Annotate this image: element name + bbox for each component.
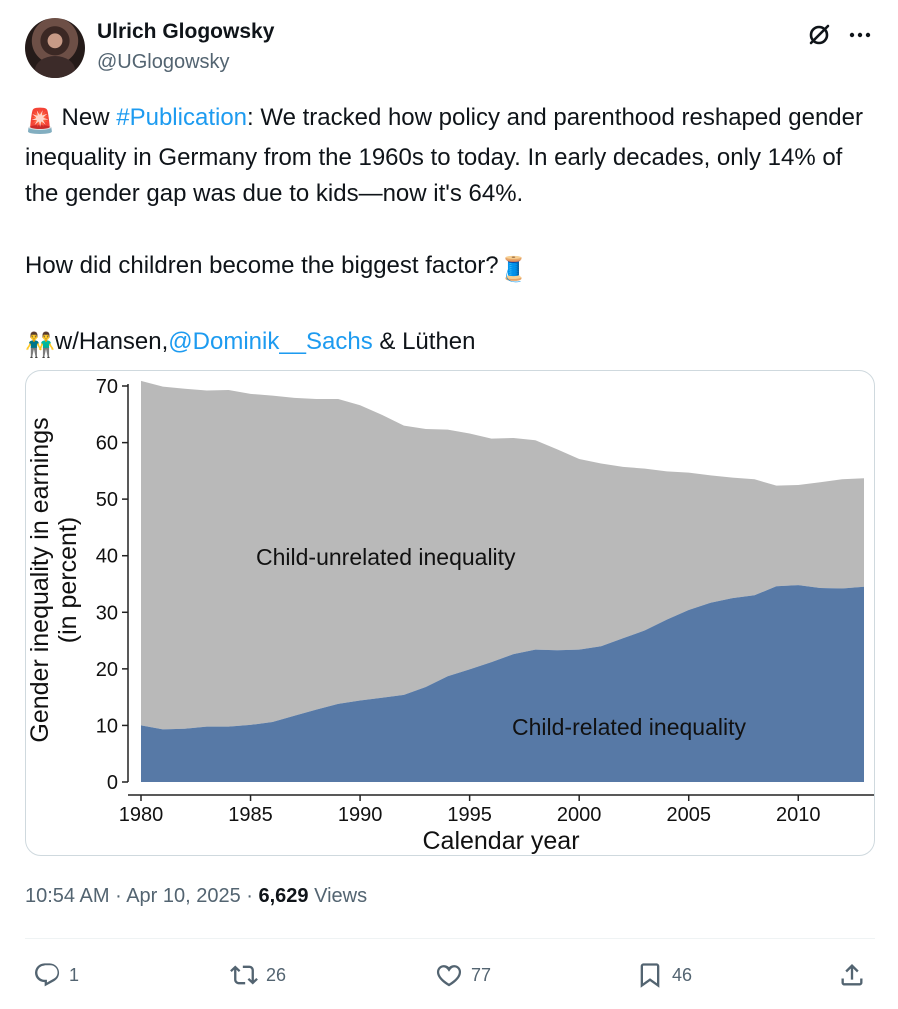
text-segment: : We tracked how policy and parenthood r… [25,104,863,207]
thread-emoji: 🧵 [498,256,529,283]
tweet-paragraph-2: How did children become the biggest fact… [25,248,875,288]
series-label-child-related: Child-related inequality [512,714,746,740]
tweet-time[interactable]: 10:54 AM [25,885,110,907]
x-axis-label: Calendar year [422,827,579,855]
like-icon [436,965,462,987]
tweet-paragraph-3: 👬w/Hansen,@Dominik__Sachs & Lüthen [25,324,875,364]
tweet-paragraph-1: 🚨 New #Publication: We tracked how polic… [25,100,875,212]
views-label: Views [314,885,368,907]
text-segment: How did children become the biggest fact… [25,252,499,279]
like-count: 77 [471,964,492,985]
tweet-date[interactable]: Apr 10, 2025 [126,885,241,907]
share-icon [841,964,863,986]
reply-count: 1 [69,964,80,985]
x-tick-label: 1995 [447,804,492,826]
series-area-child-related [141,585,864,782]
x-tick-label: 2000 [557,804,602,826]
bookmark-button[interactable]: 46 [636,955,692,995]
text-segment: & Lüthen [372,328,476,355]
people-emoji: 👬 [25,332,55,359]
repost-icon [230,965,258,985]
tweet-meta: 10:54 AM · Apr 10, 2025 · 6,629 Views [25,885,367,908]
reply-button[interactable]: 1 [33,955,79,995]
y-tick-label: 50 [96,489,118,511]
bookmark-count: 46 [672,964,693,985]
y-axis-label: Gender inequality in earnings [26,417,54,742]
share-button[interactable] [838,955,874,995]
avatar[interactable] [25,18,85,78]
y-tick-label: 60 [96,433,118,455]
y-tick-label: 70 [96,376,118,398]
meta-sep: · [109,885,127,907]
y-axis-label-line2: (in percent) [54,517,82,643]
x-tick-label: 2010 [776,804,821,826]
y-tick-label: 30 [96,602,118,624]
y-tick-label: 40 [96,546,118,568]
x-tick-label: 1990 [338,804,383,826]
y-tick-label: 10 [96,715,118,737]
x-tick-label: 2005 [666,804,711,826]
chart: 0 10 20 30 40 50 60 70 1980 1985 1990 1995 2000 2005 2… [26,376,874,855]
series-label-child-unrelated: Child-unrelated inequality [256,544,516,570]
reply-icon [34,963,60,987]
author-handle[interactable]: @UGlogowsky [97,51,230,73]
grok-icon[interactable] [806,22,832,48]
mention-link[interactable]: @Dominik__Sachs [168,328,373,355]
text-segment: New [54,104,117,131]
series-area-child-unrelated [141,380,864,730]
media-image[interactable]: 0 10 20 30 40 50 60 70 1980 1985 1990 1995 2000 2005 2… [25,370,875,856]
like-button[interactable]: 77 [435,955,491,995]
x-tick-label: 1980 [119,804,164,826]
tweet-text: 🚨 New #Publication: We tracked how polic… [25,100,875,364]
more-icon[interactable] [847,22,873,48]
x-tick-label: 1985 [228,804,273,826]
alarm-emoji: 🚨 [25,108,55,135]
bookmark-icon [640,963,660,988]
action-bar: 1 26 77 46 [0,955,898,995]
y-tick-label: 0 [107,772,118,794]
repost-button[interactable]: 26 [230,955,286,995]
meta-sep: · [240,885,259,907]
hashtag-link[interactable]: #Publication [116,104,248,131]
y-tick-label: 20 [96,659,118,681]
repost-count: 26 [266,964,287,985]
text-segment: w/Hansen, [54,328,169,355]
divider [25,938,875,939]
views-count: 6,629 [258,885,309,907]
author-name[interactable]: Ulrich Glogowsky [97,20,275,43]
